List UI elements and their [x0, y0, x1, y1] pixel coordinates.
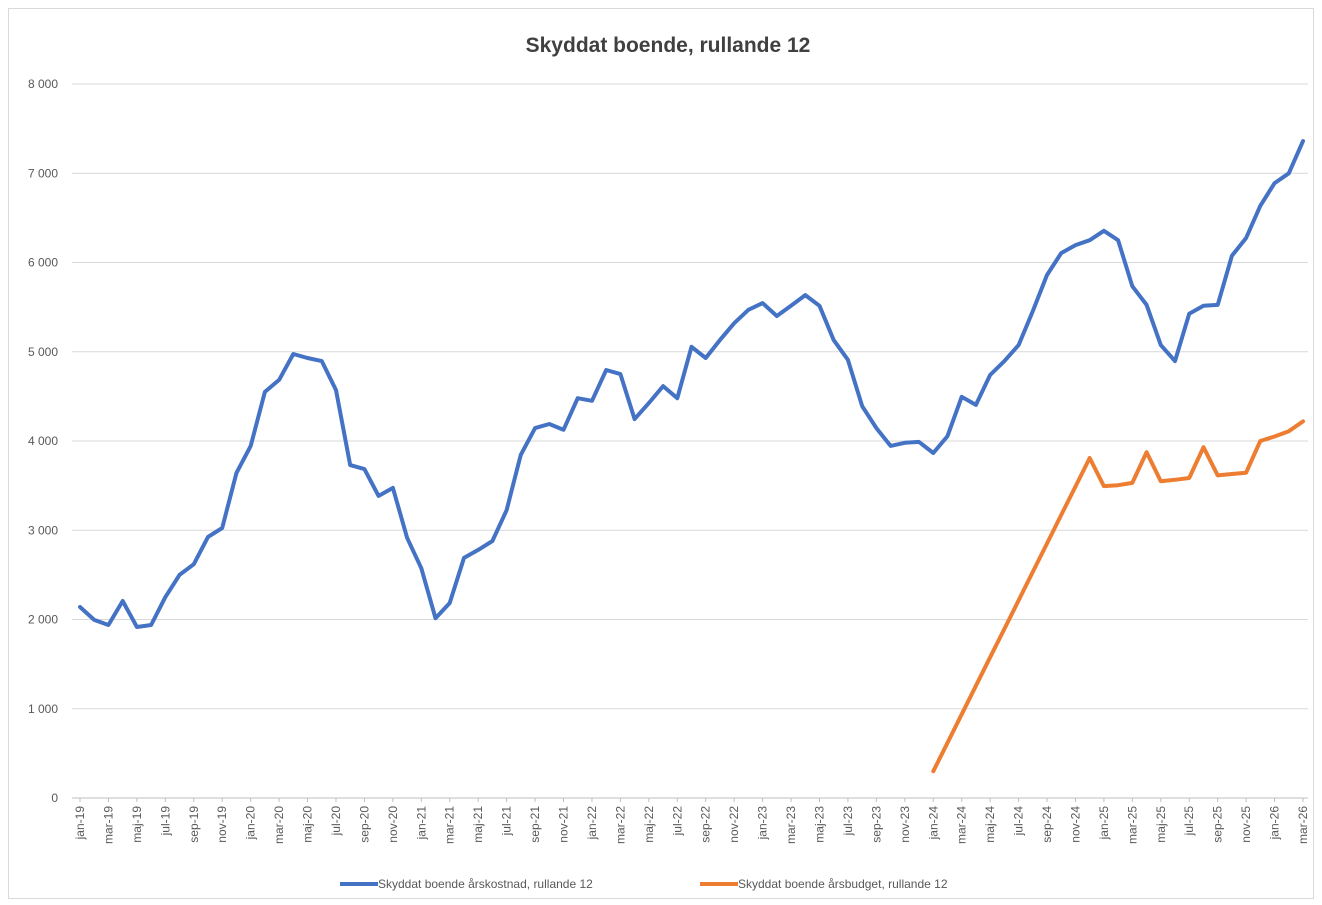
x-tick-label: jan-22: [585, 806, 599, 841]
x-tick-label: jul-23: [841, 806, 855, 837]
legend-label: Skyddat boende årskostnad, rullande 12: [378, 877, 593, 891]
x-tick-label: jul-21: [500, 806, 514, 837]
x-tick-label: sep-22: [699, 806, 713, 843]
x-tick-label: jan-26: [1268, 806, 1282, 841]
line-series: [78, 139, 1305, 629]
x-tick-label: mar-19: [101, 806, 115, 844]
chart-frame: [8, 8, 1314, 899]
x-tick-label: nov-19: [215, 806, 229, 843]
x-tick-label: jul-24: [1012, 806, 1026, 837]
x-tick-label: nov-20: [386, 806, 400, 843]
x-tick-label: maj-20: [301, 806, 315, 843]
x-tick-label: nov-23: [898, 806, 912, 843]
line-series: [931, 419, 1305, 774]
y-tick-label: 5 000: [28, 345, 58, 359]
x-tick-label: maj-25: [1154, 806, 1168, 843]
legend-label: Skyddat boende årsbudget, rullande 12: [738, 877, 948, 891]
x-tick-label: nov-24: [1068, 806, 1082, 843]
x-tick-label: mar-21: [443, 806, 457, 844]
x-tick-label: jan-19: [73, 806, 87, 841]
x-tick-label: mar-22: [613, 806, 627, 844]
x-tick-label: sep-24: [1040, 806, 1054, 843]
x-tick-label: mar-24: [955, 806, 969, 844]
x-tick-label: jan-21: [414, 806, 428, 841]
x-tick-label: nov-25: [1239, 806, 1253, 843]
x-tick-label: mar-26: [1296, 806, 1310, 844]
x-tick-label: sep-20: [357, 806, 371, 843]
x-tick-label: jul-20: [329, 806, 343, 837]
x-tick-label: sep-23: [869, 806, 883, 843]
x-tick-label: nov-22: [727, 806, 741, 843]
x-tick-label: maj-19: [130, 806, 144, 843]
y-tick-label: 8 000: [28, 77, 58, 91]
y-tick-label: 3 000: [28, 523, 58, 537]
y-tick-label: 6 000: [28, 256, 58, 270]
x-tick-label: maj-22: [642, 806, 656, 843]
x-tick-label: mar-20: [272, 806, 286, 844]
x-tick-label: mar-23: [784, 806, 798, 844]
chart-title: Skyddat boende, rullande 12: [526, 34, 811, 57]
y-tick-label: 2 000: [28, 613, 58, 627]
y-tick-label: 4 000: [28, 434, 58, 448]
x-tick-label: jul-19: [158, 806, 172, 837]
x-tick-label: maj-23: [812, 806, 826, 843]
x-tick-label: jan-23: [756, 806, 770, 841]
x-tick-label: nov-21: [557, 806, 571, 843]
x-tick-label: maj-24: [983, 806, 997, 843]
x-tick-label: jan-25: [1097, 806, 1111, 841]
x-tick-label: jan-24: [926, 806, 940, 841]
y-tick-label: 0: [51, 791, 58, 805]
x-tick-label: maj-21: [471, 806, 485, 843]
x-tick-label: sep-19: [187, 806, 201, 843]
x-tick-label: jul-22: [670, 806, 684, 837]
x-tick-label: jul-25: [1182, 806, 1196, 837]
x-tick-label: jan-20: [244, 806, 258, 841]
x-tick-label: sep-21: [528, 806, 542, 843]
x-tick-label: mar-25: [1125, 806, 1139, 844]
x-tick-label: sep-25: [1211, 806, 1225, 843]
y-tick-label: 1 000: [28, 702, 58, 716]
y-tick-label: 7 000: [28, 166, 58, 180]
